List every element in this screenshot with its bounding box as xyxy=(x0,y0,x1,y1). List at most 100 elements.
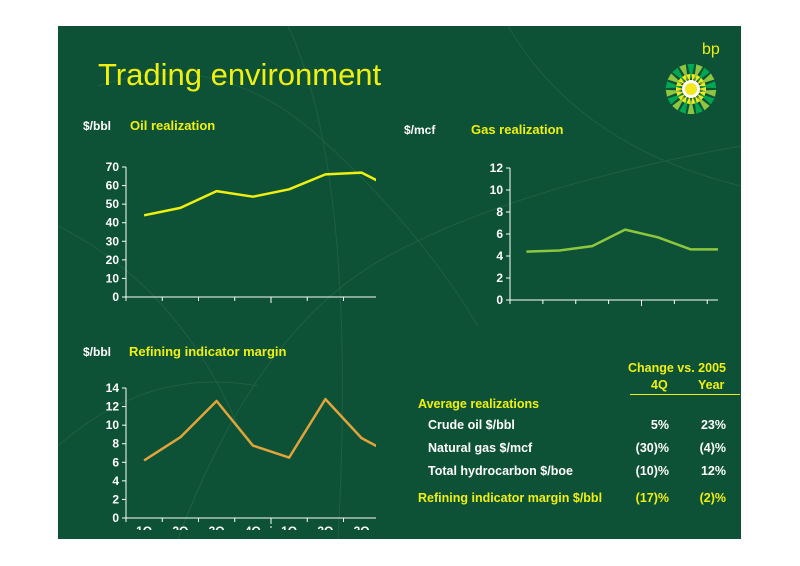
table-cell-year: (2)% xyxy=(699,491,726,505)
refining-y-tick-label: 14 xyxy=(106,381,120,395)
sunburst-petal xyxy=(678,93,686,101)
gas-y-unit: $/mcf xyxy=(404,123,436,137)
sunburst-petal xyxy=(678,77,686,85)
refining-x-tick-label: 4Q xyxy=(245,524,261,530)
oil-realization-chart: $/bbl Oil realization 0 10 20 30 40 50 60 70 1Q 2… xyxy=(83,118,376,305)
gas-realization-chart: $/mcf Gas realization 0 2 4 6 8 10 12 1Q 2Q 3Q 4Q 1… xyxy=(404,122,718,308)
sunburst-petal xyxy=(667,73,684,85)
sunburst-petal xyxy=(699,89,717,97)
table-column-year: Year xyxy=(698,378,725,392)
gas-x-tick-label: 3Q xyxy=(584,306,600,308)
gas-y-tick-label: 8 xyxy=(496,205,503,219)
oil-y-tick-label: 60 xyxy=(106,179,120,193)
oil-x-tick-label: 4Q xyxy=(245,303,261,305)
oil-y-tick-label: 30 xyxy=(106,234,120,248)
refining-series-line xyxy=(143,397,376,462)
oil-y-tick-label: 10 xyxy=(106,271,120,285)
sunburst-petal xyxy=(665,89,683,97)
refining-chart-title: Refining indicator margin xyxy=(129,344,287,359)
sunburst-petal xyxy=(686,95,691,105)
table-header-rule xyxy=(630,394,740,395)
gas-y-tick-label: 12 xyxy=(490,161,504,175)
oil-x-tick-label: 2Q xyxy=(317,303,333,305)
gas-chart-title: Gas realization xyxy=(471,122,564,137)
sunburst-petal xyxy=(694,95,701,103)
oil-y-unit: $/bbl xyxy=(83,119,111,133)
sunburst-petal xyxy=(676,87,684,91)
sunburst-petal xyxy=(679,64,688,81)
oil-y-tick-label: 70 xyxy=(106,160,120,174)
refining-x-tick-label: 1Q xyxy=(281,524,297,530)
refining-y-tick-label: 6 xyxy=(112,455,119,469)
gas-x-tick-label: 1Q xyxy=(650,306,666,308)
sunburst-petal xyxy=(699,81,717,89)
table-header-title: Change vs. 2005 xyxy=(628,361,726,375)
sunburst-petal xyxy=(696,67,710,83)
sunburst-petal xyxy=(691,95,696,105)
refining-y-tick-label: 2 xyxy=(112,492,119,506)
slide: Trading environment bp $/bbl Oil realiza… xyxy=(58,26,741,539)
gas-x-tick-label: 3Q xyxy=(716,306,718,308)
oil-series-line xyxy=(143,171,376,217)
table-row-label: Total hydrocarbon $/boe xyxy=(428,464,573,478)
sunburst-petal xyxy=(686,73,691,83)
helios-sunburst-icon xyxy=(665,64,717,114)
sunburst-petal xyxy=(691,73,696,83)
refining-x-tick-label: 3Q xyxy=(209,524,225,530)
oil-y-tick-label: 50 xyxy=(106,197,120,211)
oil-y-tick-label: 0 xyxy=(112,290,119,304)
sunburst-petal xyxy=(696,93,704,101)
refining-x-tick-label: 2Q xyxy=(172,524,188,530)
page-title: Trading environment xyxy=(98,57,382,92)
sunburst-petal xyxy=(687,64,695,80)
oil-y-tick-label: 20 xyxy=(106,253,120,267)
table-cell-year: 23% xyxy=(700,418,726,432)
gas-y-tick-label: 4 xyxy=(496,249,503,263)
sunburst-petal xyxy=(696,77,704,85)
refining-x-tick-label: 3Q xyxy=(354,524,370,530)
gas-y-tick-label: 2 xyxy=(496,271,503,285)
sunburst-petal xyxy=(672,95,686,111)
table-row-label: Refining indicator margin $/bbl xyxy=(418,491,603,505)
gas-x-tick-label: 4Q xyxy=(617,306,633,308)
gas-x-tick-label: 1Q xyxy=(518,306,534,308)
refining-margin-chart: $/bbl Refining indicator margin 0 2 4 6 8 10 1… xyxy=(83,344,376,530)
sunburst-petal xyxy=(698,87,706,91)
sunburst-petal xyxy=(698,93,715,105)
sunburst-petal xyxy=(697,81,706,87)
refining-y-tick-label: 12 xyxy=(106,400,120,414)
table-cell-year: (4)% xyxy=(699,441,726,455)
oil-y-tick-label: 40 xyxy=(106,216,120,230)
sunburst-petal xyxy=(665,81,683,89)
oil-chart-title: Oil realization xyxy=(130,118,215,133)
sunburst-petal xyxy=(676,91,685,97)
gas-series-line xyxy=(526,228,718,253)
sunburst-petal xyxy=(698,73,715,85)
sunburst-petal xyxy=(687,98,695,114)
sunburst-petal xyxy=(672,67,686,83)
refining-y-tick-label: 8 xyxy=(112,437,119,451)
table-cell-4q: (10)% xyxy=(635,464,669,478)
sunburst-petal xyxy=(694,64,703,81)
table-section-label: Average realizations xyxy=(418,397,540,411)
table-row-label: Natural gas $/mcf xyxy=(428,441,533,455)
refining-y-tick-label: 4 xyxy=(112,474,119,488)
sunburst-petal xyxy=(681,95,688,103)
sunburst-petal xyxy=(679,97,688,114)
oil-x-tick-label: 1Q xyxy=(281,303,297,305)
refining-y-unit: $/bbl xyxy=(83,345,111,359)
sunburst-petal xyxy=(667,93,684,105)
refining-y-tick-label: 0 xyxy=(112,511,119,525)
table-cell-4q: (17)% xyxy=(635,491,669,505)
gas-y-tick-label: 6 xyxy=(496,227,503,241)
bp-logo-text: bp xyxy=(702,41,720,58)
refining-y-tick-label: 10 xyxy=(106,418,120,432)
table-cell-year: 12% xyxy=(700,464,726,478)
table-cell-4q: 5% xyxy=(650,418,669,432)
sunburst-petal xyxy=(696,95,710,111)
refining-x-tick-label: 1Q xyxy=(136,524,152,530)
refining-x-tick-label: 2Q xyxy=(317,524,333,530)
gas-y-tick-label: 0 xyxy=(496,293,503,307)
sunburst-petal xyxy=(694,97,703,114)
oil-x-tick-label: 1Q xyxy=(136,303,152,305)
